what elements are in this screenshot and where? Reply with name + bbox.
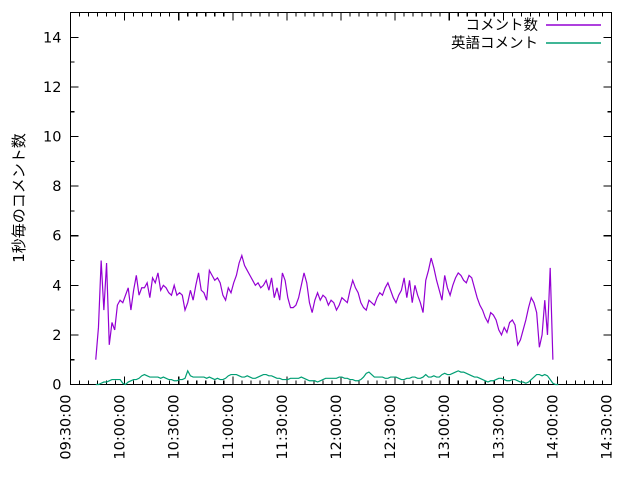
y-tick-label: 6 <box>52 229 61 245</box>
x-tick-label: 13:30:00 <box>491 395 507 460</box>
x-tick-label: 10:00:00 <box>113 395 129 460</box>
x-tick-label: 10:30:00 <box>167 395 183 460</box>
x-tick-label: 11:30:00 <box>275 395 291 460</box>
y-tick-label: 0 <box>52 378 61 394</box>
x-tick-label: 14:00:00 <box>545 395 561 460</box>
y-tick-label: 14 <box>43 30 61 46</box>
x-tick-label: 11:00:00 <box>221 395 237 460</box>
x-tick-label: 09:30:00 <box>59 395 75 460</box>
x-tick-label: 13:00:00 <box>437 395 453 460</box>
y-tick-label: 8 <box>52 179 61 195</box>
data-series-group <box>95 253 559 386</box>
y-tick-label: 2 <box>52 328 61 344</box>
legend-label-1: コメント数 <box>466 17 539 34</box>
series-line-1 <box>95 253 554 360</box>
legend-label-2: 英語コメント <box>451 34 538 52</box>
x-tick-label: 12:00:00 <box>329 395 345 460</box>
series-line-2 <box>95 369 559 386</box>
y-axis-tick-labels: 0 2 4 6 8 10 12 14 <box>43 30 61 393</box>
y-tick-label: 10 <box>43 130 61 146</box>
y-tick-label: 4 <box>52 278 61 294</box>
x-tick-label: 12:30:00 <box>383 395 399 460</box>
y-axis-title: 1秒毎のコメント数 <box>10 133 28 263</box>
y-axis-ticks <box>70 36 612 386</box>
y-tick-label: 12 <box>43 80 61 96</box>
x-axis-tick-labels: 09:30:00 10:00:00 10:30:00 11:00:00 11:30:00… <box>59 395 616 460</box>
x-tick-label: 14:30:00 <box>600 395 616 460</box>
